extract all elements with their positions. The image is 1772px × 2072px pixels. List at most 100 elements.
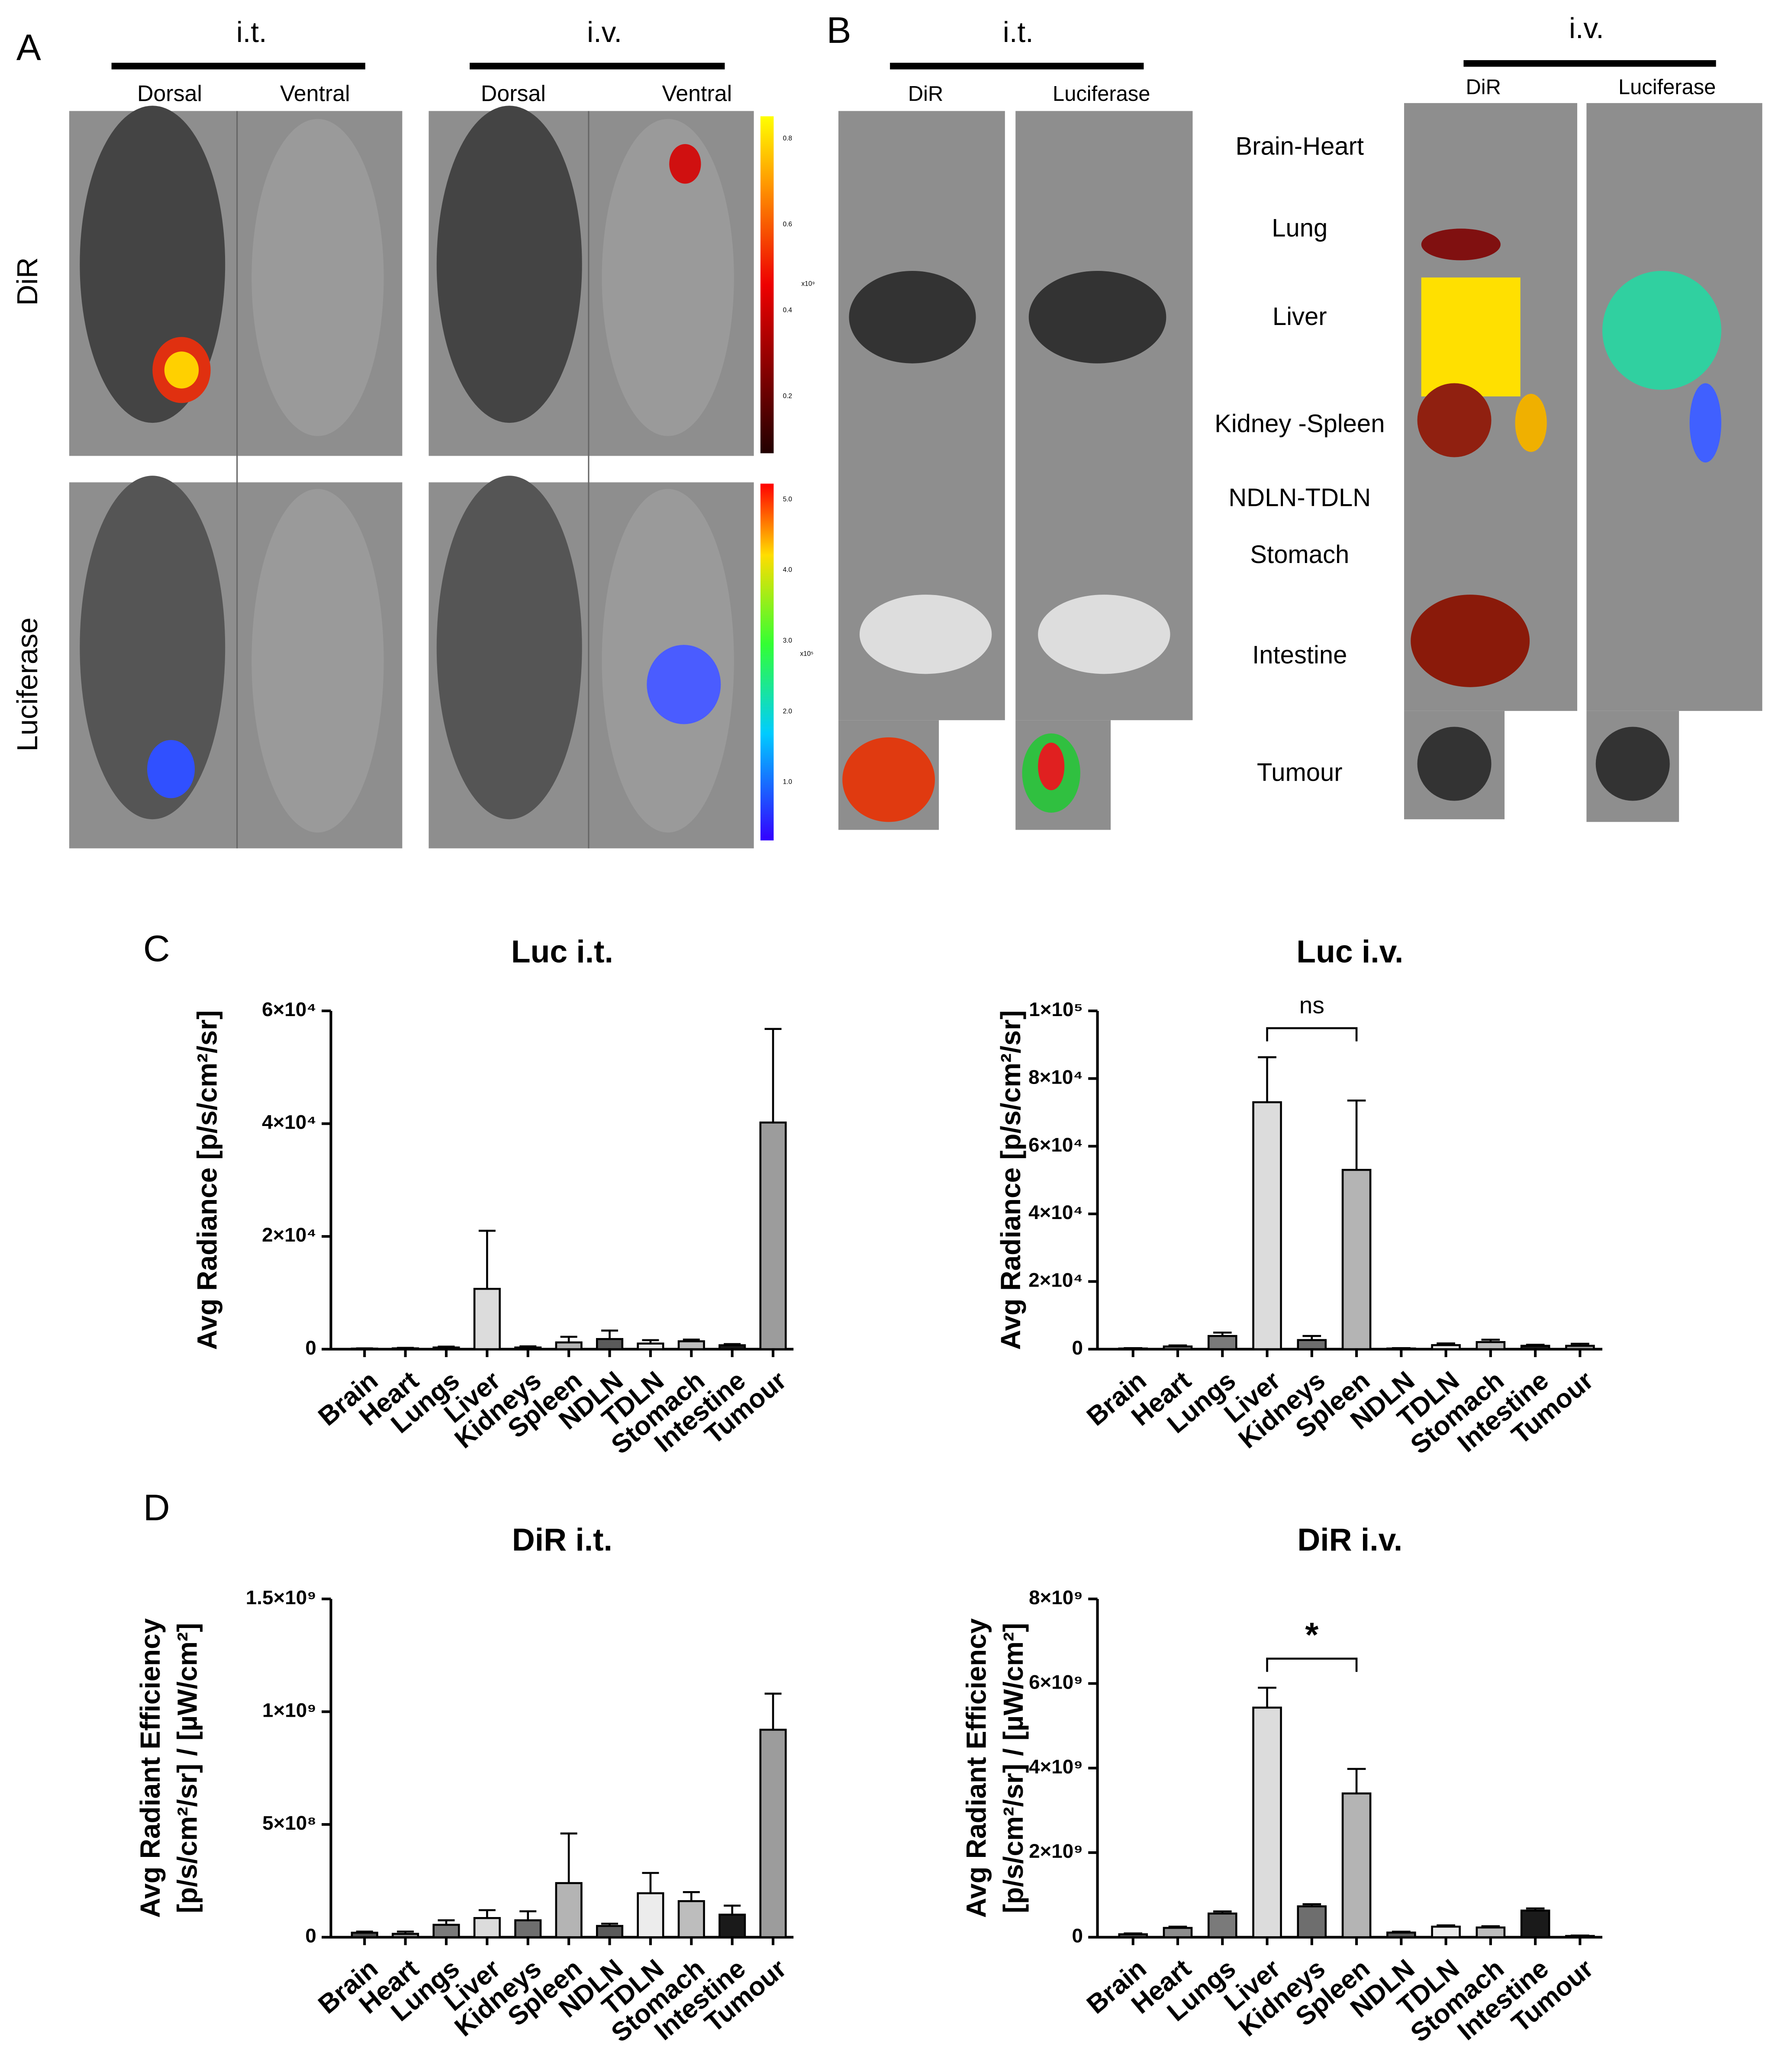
y-axis-label: [p/s/cm²/sr] / [µW/cm²]	[172, 1623, 203, 1913]
bar	[596, 1338, 624, 1350]
bar	[1476, 1926, 1506, 1938]
y-tick-label: 1×10⁵	[1029, 998, 1083, 1020]
y-axis-label: Avg Radiant Efficiency	[135, 1618, 166, 1918]
colorbar	[760, 483, 774, 841]
signal	[842, 737, 935, 822]
bar	[1163, 1345, 1193, 1350]
bar	[432, 1346, 460, 1350]
bar	[555, 1882, 583, 1938]
bar	[1565, 1345, 1595, 1350]
chart-title: DiR i.t.	[512, 1522, 612, 1557]
y-tick-label: 0	[1072, 1337, 1083, 1359]
bar	[1341, 1169, 1372, 1350]
bar	[718, 1344, 746, 1350]
signal	[1038, 743, 1065, 791]
y-axis-label: Avg Radiance [p/s/cm²/sr]	[192, 1010, 223, 1350]
bar	[1118, 1347, 1148, 1350]
route-label: i.v.	[1569, 12, 1604, 45]
bar	[637, 1342, 664, 1350]
bar	[1565, 1935, 1595, 1938]
organ	[1595, 727, 1670, 801]
organ-labels: Brain-Heart Lung Liver Kidney -Spleen NDLN-T…	[1215, 132, 1385, 786]
bar	[432, 1924, 460, 1938]
organ-label: Stomach	[1250, 541, 1349, 569]
y-tick-label: 2×10⁹	[1029, 1840, 1083, 1862]
signal	[647, 645, 721, 724]
panel-label: A	[16, 27, 41, 68]
bar	[1252, 1706, 1282, 1938]
chart-title: DiR i.v.	[1297, 1522, 1402, 1557]
photo	[1586, 103, 1762, 711]
view-label: Dorsal	[481, 81, 546, 106]
bar	[1520, 1909, 1550, 1938]
bar	[1386, 1931, 1416, 1938]
y-tick-label: 2×10⁴	[262, 1224, 316, 1246]
view-label: Ventral	[280, 81, 350, 106]
route-label: i.v.	[587, 16, 622, 48]
organ-label: Liver	[1273, 302, 1327, 331]
bar	[1252, 1101, 1282, 1350]
y-tick-label: 2×10⁴	[1028, 1269, 1083, 1291]
bar	[392, 1347, 419, 1350]
colorbar-tick: 0.6	[783, 221, 792, 228]
y-tick-label: 5×10⁸	[262, 1812, 316, 1834]
bar	[473, 1917, 501, 1938]
mouse	[602, 119, 734, 436]
bar	[392, 1933, 419, 1938]
bar	[677, 1900, 705, 1938]
signal	[1689, 383, 1721, 463]
colorbar-unit: x10⁵	[800, 650, 814, 658]
organ	[1028, 270, 1166, 364]
y-tick-label: 0	[1072, 1925, 1083, 1947]
y-axis-label: [p/s/cm²/sr] / [µW/cm²]	[998, 1623, 1029, 1913]
bar	[1297, 1905, 1327, 1938]
y-tick-label: 1×10⁹	[262, 1699, 316, 1721]
bar	[759, 1728, 787, 1938]
y-tick-label: 8×10⁹	[1029, 1586, 1083, 1609]
bar	[1476, 1341, 1506, 1350]
bar	[514, 1346, 542, 1350]
y-tick-label: 0	[305, 1925, 316, 1947]
bar	[677, 1340, 705, 1350]
bar	[1431, 1344, 1461, 1350]
y-axis-label: Avg Radiance [p/s/cm²/sr]	[995, 1010, 1026, 1350]
view-label: Ventral	[662, 81, 732, 106]
headers: A B C D i.t. i.v. Dorsal Ventral Dorsal …	[11, 10, 1716, 1528]
view-label: Dorsal	[137, 81, 202, 106]
signal	[1602, 270, 1721, 390]
organ	[859, 595, 992, 674]
row-label: Luciferase	[11, 618, 44, 752]
mouse	[251, 119, 384, 436]
colorbar-unit: x10⁹	[802, 280, 815, 288]
y-tick-label: 4×10⁹	[1029, 1756, 1083, 1778]
bar	[637, 1892, 664, 1938]
signal	[147, 740, 195, 798]
column-label: DiR	[908, 82, 943, 106]
bar	[351, 1348, 378, 1350]
organ-label: Brain-Heart	[1235, 132, 1364, 160]
bar	[718, 1914, 746, 1938]
y-tick-label: 4×10⁴	[1028, 1201, 1083, 1223]
route-label: i.t.	[236, 16, 267, 48]
bar	[1163, 1927, 1193, 1938]
organ	[849, 270, 976, 364]
colorbar-tick: 0.2	[783, 393, 792, 400]
colorbar-tick: 3.0	[783, 637, 792, 644]
column-label: Luciferase	[1618, 75, 1716, 99]
row-label: DiR	[11, 257, 44, 306]
bar	[473, 1288, 501, 1350]
y-tick-label: 1.5×10⁹	[246, 1586, 316, 1609]
colorbar-tick: 1.0	[783, 779, 792, 786]
organ-label: Kidney -Spleen	[1215, 410, 1385, 438]
mouse	[251, 489, 384, 833]
panel-label: D	[143, 1487, 170, 1528]
route-label: i.t.	[1003, 16, 1034, 48]
signal	[1421, 228, 1501, 261]
bar	[1118, 1933, 1148, 1938]
colorbar-tick: 5.0	[783, 495, 792, 503]
bar	[1431, 1925, 1461, 1938]
y-tick-label: 4×10⁴	[262, 1111, 316, 1133]
mouse	[436, 476, 582, 820]
